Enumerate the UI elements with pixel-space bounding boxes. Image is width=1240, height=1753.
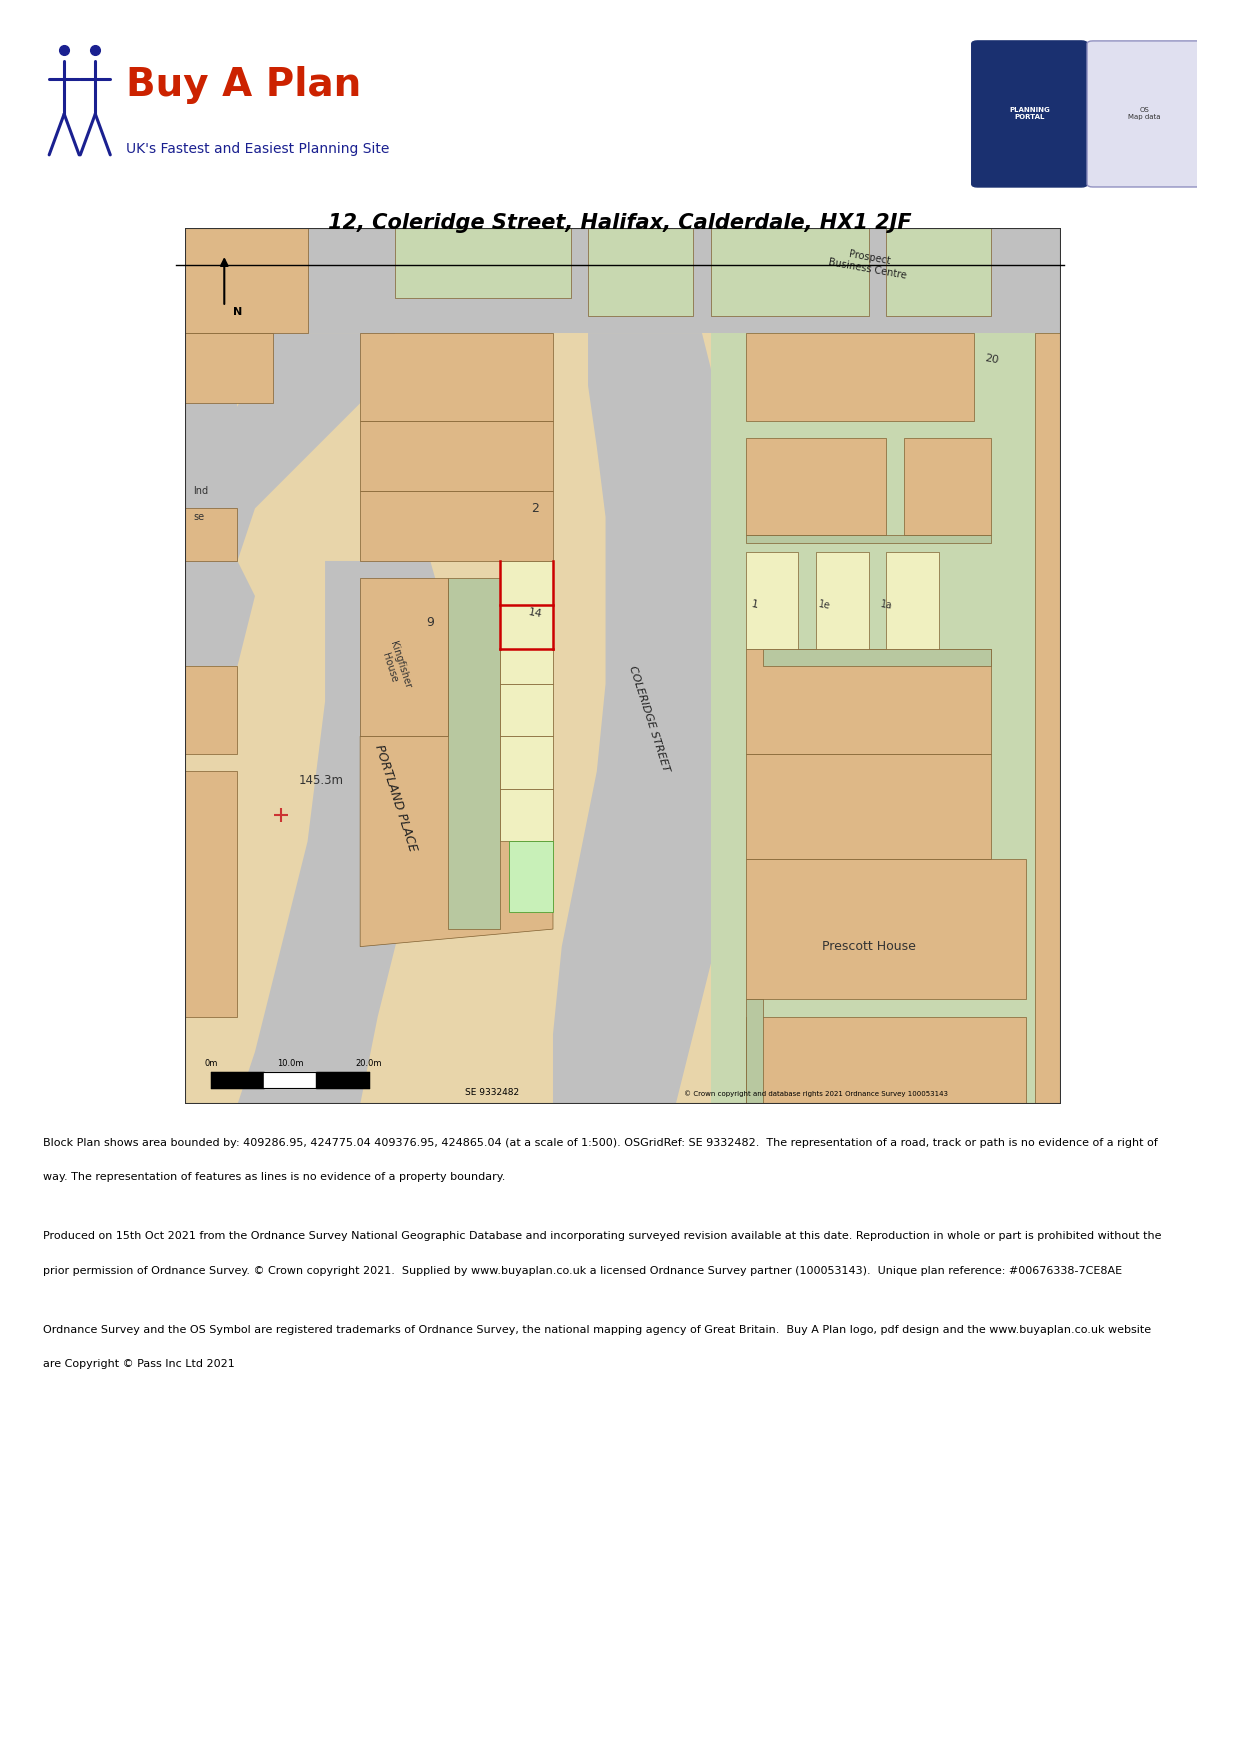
- Text: 9: 9: [427, 615, 434, 629]
- Polygon shape: [501, 736, 553, 789]
- Text: prior permission of Ordnance Survey. © Crown copyright 2021.  Supplied by www.bu: prior permission of Ordnance Survey. © C…: [43, 1266, 1122, 1276]
- Text: 12, Coleridge Street, Halifax, Calderdale, HX1 2JF: 12, Coleridge Street, Halifax, Calderdal…: [329, 212, 911, 233]
- Polygon shape: [816, 552, 868, 649]
- Polygon shape: [711, 333, 1061, 1104]
- Polygon shape: [764, 649, 991, 666]
- Polygon shape: [185, 228, 1061, 333]
- Polygon shape: [360, 333, 553, 421]
- Polygon shape: [745, 438, 887, 535]
- Polygon shape: [185, 228, 1061, 1104]
- Polygon shape: [360, 578, 448, 736]
- Text: 0m: 0m: [205, 1059, 218, 1068]
- Polygon shape: [711, 228, 868, 316]
- Text: 20: 20: [983, 352, 999, 366]
- Polygon shape: [745, 754, 991, 859]
- Text: 2: 2: [532, 501, 539, 515]
- Text: are Copyright © Pass Inc Ltd 2021: are Copyright © Pass Inc Ltd 2021: [43, 1359, 236, 1369]
- Polygon shape: [588, 228, 693, 316]
- Text: Ordnance Survey and the OS Symbol are registered trademarks of Ordnance Survey, : Ordnance Survey and the OS Symbol are re…: [43, 1325, 1152, 1334]
- Text: way. The representation of features as lines is no evidence of a property bounda: way. The representation of features as l…: [43, 1173, 506, 1182]
- Polygon shape: [360, 578, 553, 947]
- Polygon shape: [553, 333, 745, 1104]
- Polygon shape: [448, 578, 501, 929]
- FancyBboxPatch shape: [1087, 40, 1203, 188]
- Polygon shape: [501, 684, 553, 736]
- Text: lnd: lnd: [193, 486, 208, 496]
- Text: SE 9332482: SE 9332482: [465, 1089, 518, 1097]
- Text: 10.0m: 10.0m: [277, 1059, 304, 1068]
- Text: 20.0m: 20.0m: [356, 1059, 382, 1068]
- Text: Kingfisher
House: Kingfisher House: [377, 640, 413, 692]
- Polygon shape: [501, 561, 553, 649]
- Polygon shape: [501, 789, 553, 841]
- Polygon shape: [745, 535, 991, 543]
- Polygon shape: [185, 771, 237, 1017]
- Polygon shape: [396, 228, 570, 298]
- Polygon shape: [185, 666, 237, 754]
- Text: 145.3m: 145.3m: [299, 773, 343, 787]
- Text: COLERIDGE STREET: COLERIDGE STREET: [627, 664, 671, 773]
- Polygon shape: [887, 228, 991, 316]
- FancyBboxPatch shape: [972, 40, 1087, 188]
- Polygon shape: [501, 561, 553, 684]
- Text: 1: 1: [750, 600, 759, 610]
- Text: Produced on 15th Oct 2021 from the Ordnance Survey National Geographic Database : Produced on 15th Oct 2021 from the Ordna…: [43, 1231, 1162, 1241]
- Polygon shape: [185, 228, 308, 333]
- Text: © Crown copyright and database rights 2021 Ordnance Survey 100053143: © Crown copyright and database rights 20…: [684, 1090, 947, 1097]
- Polygon shape: [360, 491, 553, 561]
- Polygon shape: [745, 552, 799, 649]
- Text: se: se: [193, 512, 205, 522]
- Text: Prescott House: Prescott House: [822, 940, 915, 954]
- Polygon shape: [185, 561, 255, 666]
- Polygon shape: [745, 859, 1027, 999]
- Text: Block Plan shows area bounded by: 409286.95, 424775.04 409376.95, 424865.04 (at : Block Plan shows area bounded by: 409286…: [43, 1138, 1158, 1148]
- Polygon shape: [887, 552, 939, 649]
- Polygon shape: [185, 333, 396, 561]
- Text: 1a: 1a: [879, 600, 893, 610]
- Polygon shape: [745, 649, 991, 754]
- Polygon shape: [237, 561, 448, 1104]
- Polygon shape: [745, 999, 764, 1104]
- Polygon shape: [510, 841, 553, 912]
- Polygon shape: [185, 508, 237, 561]
- Text: PORTLAND PLACE: PORTLAND PLACE: [372, 743, 419, 852]
- Polygon shape: [745, 333, 973, 421]
- Text: N: N: [233, 307, 242, 317]
- Polygon shape: [745, 1017, 1027, 1104]
- Text: PLANNING
PORTAL: PLANNING PORTAL: [1009, 107, 1050, 121]
- Text: OS
Map data: OS Map data: [1128, 107, 1161, 121]
- Polygon shape: [904, 438, 991, 535]
- Text: Prospect
Business Centre: Prospect Business Centre: [827, 245, 909, 280]
- Text: Buy A Plan: Buy A Plan: [126, 65, 362, 103]
- Text: UK's Fastest and Easiest Planning Site: UK's Fastest and Easiest Planning Site: [126, 142, 389, 156]
- Polygon shape: [185, 333, 273, 403]
- Text: 1e: 1e: [818, 600, 832, 610]
- Polygon shape: [1035, 333, 1061, 1104]
- Text: 14: 14: [528, 607, 543, 621]
- Polygon shape: [185, 403, 237, 508]
- Polygon shape: [360, 421, 553, 491]
